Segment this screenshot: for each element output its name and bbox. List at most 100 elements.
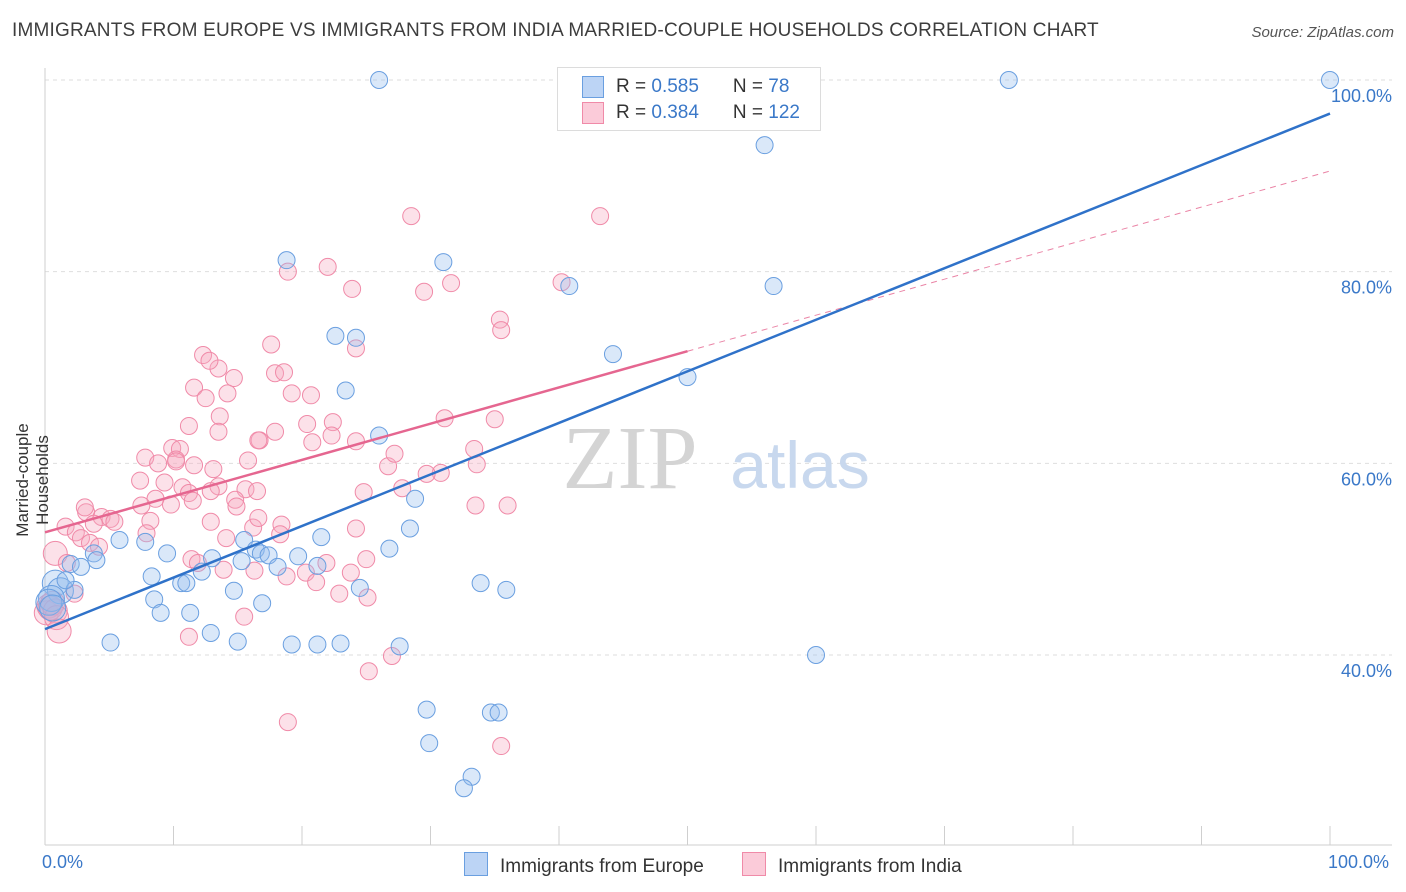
- india-point: [214, 560, 233, 579]
- india-point: [149, 454, 168, 473]
- india-point: [498, 496, 517, 515]
- europe-point: [755, 136, 774, 155]
- europe-point: [224, 581, 243, 600]
- europe-point: [326, 326, 345, 345]
- europe-point: [142, 567, 161, 586]
- europe-point: [764, 277, 783, 296]
- europe-point: [312, 528, 331, 547]
- europe-n-label: N =: [732, 76, 769, 98]
- india-point: [275, 363, 294, 382]
- india-points: [33, 207, 610, 756]
- y-tick-label: 60.0%: [1341, 469, 1392, 489]
- india-point: [185, 378, 204, 397]
- india-point: [71, 529, 90, 548]
- india-point: [278, 713, 297, 732]
- watermark-zip: ZIP: [563, 409, 698, 508]
- india-point: [209, 422, 228, 441]
- europe-point: [65, 580, 84, 599]
- india-point: [80, 533, 99, 552]
- india-legend-swatch: [742, 852, 766, 876]
- grid: [45, 79, 1392, 656]
- india-point: [359, 662, 378, 681]
- europe-point: [336, 381, 355, 400]
- europe-point: [46, 577, 74, 605]
- india-point: [402, 207, 421, 226]
- india-point: [277, 567, 296, 586]
- legend-item-europe: Immigrants from Europe: [464, 852, 704, 878]
- europe-point: [71, 557, 90, 576]
- india-point: [179, 416, 198, 435]
- europe-point: [87, 551, 106, 570]
- india-point: [323, 413, 342, 432]
- europe-point: [560, 277, 579, 296]
- europe-point: [101, 633, 120, 652]
- europe-point: [289, 547, 308, 566]
- europe-point: [282, 635, 301, 654]
- legend-row-india: R = 0.384 N = 122: [582, 102, 800, 128]
- europe-point: [253, 594, 272, 613]
- axes: [44, 68, 1392, 846]
- india-point: [218, 384, 237, 403]
- india-point: [42, 540, 68, 566]
- india-point: [358, 588, 377, 607]
- europe-point: [454, 779, 473, 798]
- india-n-label: N =: [732, 102, 769, 124]
- india-n-value: 122: [768, 102, 800, 124]
- europe-swatch: [582, 76, 604, 98]
- europe-point: [370, 71, 389, 89]
- india-point: [278, 262, 297, 281]
- india-point: [282, 384, 301, 403]
- europe-point: [417, 700, 436, 719]
- europe-point: [201, 623, 220, 642]
- india-point: [442, 274, 461, 293]
- india-point: [485, 410, 504, 429]
- europe-point: [999, 71, 1018, 89]
- india-point: [266, 364, 285, 383]
- legend-row-europe: R = 0.585 N = 78: [582, 76, 789, 102]
- europe-legend-label: Immigrants from Europe: [500, 856, 704, 877]
- india-point: [357, 550, 376, 569]
- europe-point: [268, 557, 287, 576]
- india-point: [183, 491, 202, 510]
- india-point: [163, 439, 182, 457]
- europe-point: [380, 539, 399, 558]
- legend-item-india: Immigrants from India: [742, 852, 962, 878]
- europe-point: [420, 734, 439, 753]
- india-point: [382, 646, 401, 665]
- europe-point: [177, 574, 196, 593]
- europe-point: [158, 544, 177, 563]
- europe-n-value: 78: [768, 76, 790, 98]
- europe-point: [37, 584, 65, 612]
- x-tick-label-min: 0.0%: [42, 852, 84, 872]
- india-point: [226, 490, 245, 509]
- europe-point: [331, 634, 350, 653]
- source-label: Source: ZipAtlas.com: [1251, 24, 1394, 41]
- europe-point: [39, 594, 67, 622]
- europe-point: [110, 531, 129, 549]
- europe-point: [56, 571, 75, 590]
- india-trend-extension: [687, 170, 1331, 352]
- india-point: [248, 482, 267, 501]
- india-point: [185, 456, 204, 475]
- europe-point: [308, 556, 327, 575]
- europe-trend-line: [44, 112, 1331, 631]
- europe-point: [181, 603, 200, 622]
- india-point: [298, 415, 317, 434]
- europe-point: [232, 552, 251, 571]
- india-point: [318, 257, 337, 276]
- europe-r-label: R =: [616, 76, 652, 98]
- india-point: [245, 561, 264, 580]
- india-point: [131, 471, 150, 490]
- trend-lines: [44, 112, 1331, 631]
- india-point: [591, 207, 610, 226]
- europe-point: [346, 328, 365, 347]
- india-point: [167, 452, 186, 471]
- europe-point: [497, 580, 516, 599]
- india-point: [244, 518, 263, 537]
- europe-point: [471, 574, 490, 593]
- europe-point: [400, 519, 419, 538]
- india-trend-line: [44, 350, 688, 534]
- india-point: [343, 279, 362, 298]
- india-legend-label: Immigrants from India: [778, 856, 962, 877]
- europe-point: [308, 635, 327, 654]
